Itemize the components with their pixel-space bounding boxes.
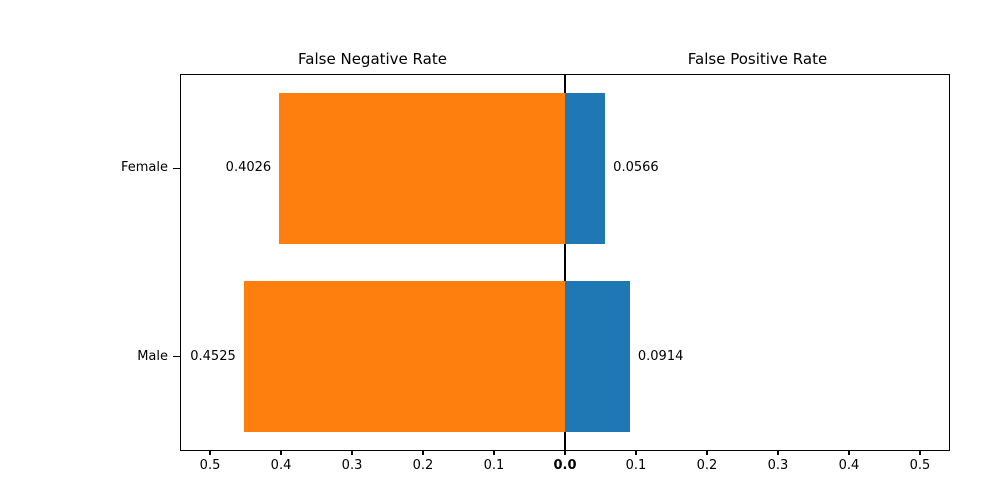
x-tick-right-0-label: 0.1 [625, 458, 647, 473]
bar-false-negative-male [243, 281, 565, 433]
x-tick-left-4-label: 0.1 [483, 458, 505, 473]
x-tick-left-2-label: 0.3 [341, 458, 363, 473]
x-tick-left-0-mark [209, 451, 211, 455]
x-tick-center-label: 0.0 [553, 458, 577, 473]
x-tick-left-2-mark [351, 451, 353, 455]
center-zero-line [564, 74, 566, 451]
x-tick-center-mark [564, 451, 566, 455]
x-tick-right-2-mark [777, 451, 779, 455]
y-tick-label-female: Female [120, 160, 168, 176]
bar-false-positive-female [565, 92, 606, 244]
bar-false-negative-female [279, 92, 565, 244]
value-label-fpr-male: 0.0914 [637, 348, 684, 364]
x-tick-left-1-mark [280, 451, 282, 455]
x-tick-right-4-label: 0.5 [909, 458, 931, 473]
value-label-fpr-female: 0.0566 [613, 160, 659, 176]
value-label-fnr-male: 0.4525 [190, 348, 236, 364]
y-tick-mark-male [173, 356, 180, 358]
x-tick-left-3-mark [422, 451, 424, 455]
x-tick-right-1-label: 0.2 [696, 458, 718, 473]
x-tick-left-4-mark [493, 451, 495, 455]
x-tick-right-3-label: 0.4 [838, 458, 860, 473]
left-title: False Negative Rate [298, 50, 447, 68]
right-title: False Positive Rate [687, 50, 828, 68]
x-tick-right-4-mark [919, 451, 921, 455]
value-label-fnr-female: 0.4026 [225, 160, 272, 176]
x-tick-right-0-mark [635, 451, 637, 455]
x-tick-left-0-label: 0.5 [199, 458, 221, 473]
x-tick-left-3-label: 0.2 [412, 458, 434, 473]
x-tick-right-1-mark [706, 451, 708, 455]
x-tick-right-3-mark [848, 451, 850, 455]
y-tick-mark-female [173, 167, 180, 169]
bar-false-positive-male [565, 281, 630, 433]
x-tick-left-1-label: 0.4 [270, 458, 292, 473]
x-tick-right-2-label: 0.3 [767, 458, 789, 473]
y-tick-label-male: Male [137, 348, 168, 364]
